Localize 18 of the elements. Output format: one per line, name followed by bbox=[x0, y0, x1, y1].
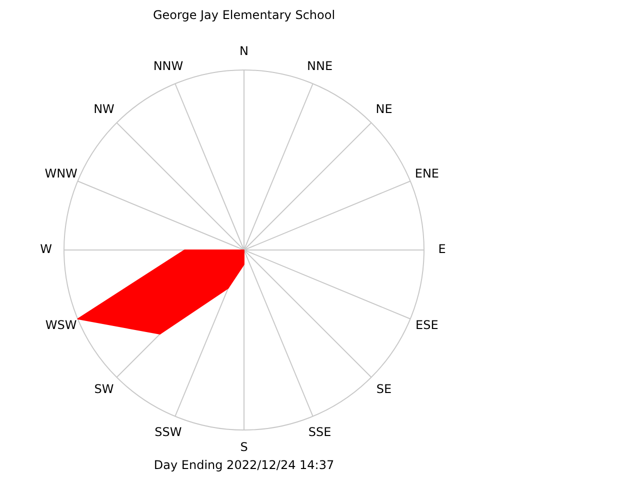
spoke-label: W bbox=[40, 242, 52, 256]
spoke-label: NE bbox=[376, 102, 392, 116]
spoke-label: WNW bbox=[44, 166, 78, 180]
spoke-label: SE bbox=[376, 382, 392, 396]
spoke-label: NNW bbox=[153, 59, 184, 74]
spoke-label: S bbox=[240, 440, 248, 454]
spoke-label: WSW bbox=[45, 318, 77, 332]
spoke-label: SSE bbox=[308, 425, 332, 440]
spoke-label: ENE bbox=[414, 166, 439, 180]
spoke-label: N bbox=[240, 44, 248, 58]
spoke-label: SW bbox=[94, 382, 114, 396]
text: Day Ending 2022/12/24 14:37 bbox=[154, 458, 334, 472]
chart-title: George Jay Elementary School bbox=[152, 8, 336, 22]
spoke-label: E bbox=[438, 242, 446, 256]
spoke-label: SSW bbox=[154, 425, 182, 440]
spoke-label: ESE bbox=[416, 318, 438, 332]
spoke-label: NW bbox=[94, 102, 115, 116]
spoke-label: NNE bbox=[307, 59, 333, 74]
